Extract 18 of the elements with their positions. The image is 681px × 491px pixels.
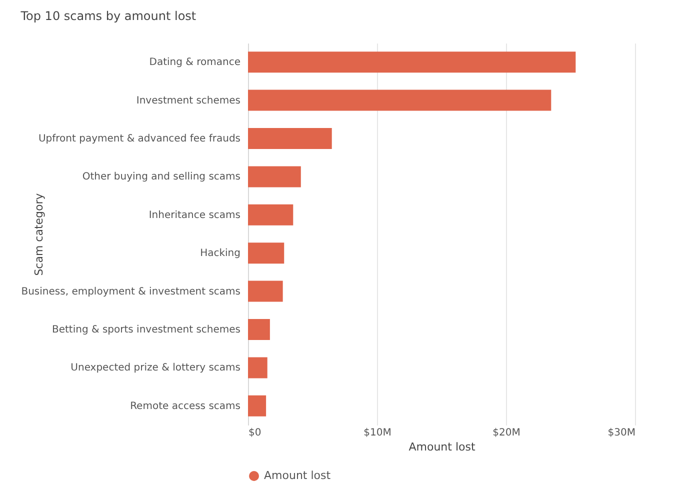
y-tick-label: Unexpected prize & lottery scams (70, 362, 240, 374)
x-tick-label: $20M (492, 428, 520, 438)
y-axis-title: Scam category (32, 192, 46, 276)
y-tick-label: Dating & romance (149, 57, 240, 68)
x-axis-title: Amount lost (408, 440, 476, 454)
y-tick-label: Betting & sports investment schemes (52, 324, 240, 336)
x-tick-label: $0 (248, 428, 262, 438)
y-tick-label: Business, employment & investment scams (21, 286, 240, 298)
y-tick-label: Hacking (200, 248, 240, 260)
x-tick-label: $30M (608, 428, 636, 438)
y-tick-label: Investment schemes (136, 95, 240, 106)
text: Top 10 scams by amount lost (20, 9, 196, 23)
y-tick-label: Upfront payment & advanced fee frauds (38, 134, 240, 144)
legend-label: Amount lost (264, 469, 332, 482)
y-tick-label: Remote access scams (130, 400, 240, 412)
x-tick-label: $10M (364, 428, 392, 438)
y-tick-label: Other buying and selling scams (82, 172, 240, 183)
y-tick-label: Inheritance scams (148, 210, 240, 221)
